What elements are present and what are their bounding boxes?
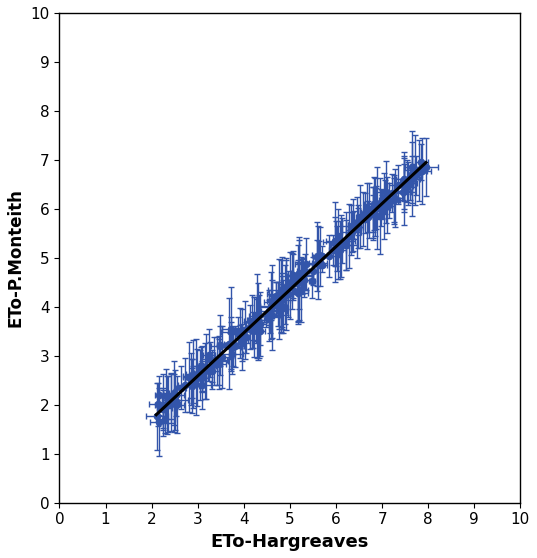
X-axis label: ETo-Hargreaves: ETo-Hargreaves	[211, 533, 369, 551]
Y-axis label: ETo-P.Monteith: ETo-P.Monteith	[7, 189, 25, 328]
